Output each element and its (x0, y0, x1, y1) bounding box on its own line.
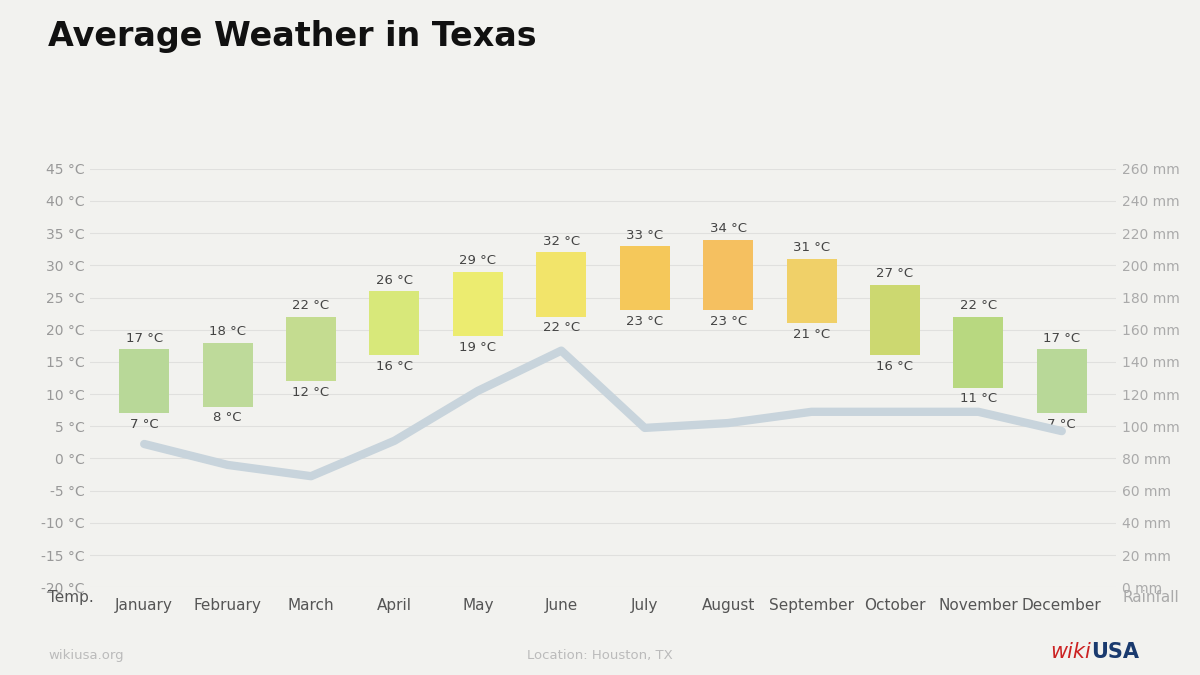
Text: 11 °C: 11 °C (960, 392, 997, 405)
Bar (619, 246, 670, 310)
Text: 32 °C: 32 °C (542, 235, 580, 248)
Text: 34 °C: 34 °C (709, 222, 746, 235)
Text: wikiusa.org: wikiusa.org (48, 649, 124, 662)
Text: wiki: wiki (1050, 641, 1091, 662)
Bar (953, 317, 1003, 387)
Text: USA: USA (1091, 641, 1139, 662)
Text: 7 °C: 7 °C (1048, 418, 1076, 431)
Bar (786, 259, 836, 323)
Text: Location: Houston, TX: Location: Houston, TX (527, 649, 673, 662)
Text: 12 °C: 12 °C (293, 385, 330, 399)
Text: 31 °C: 31 °C (793, 242, 830, 254)
Bar (286, 317, 336, 381)
Text: 33 °C: 33 °C (626, 229, 664, 242)
Text: 17 °C: 17 °C (126, 331, 163, 344)
Bar (370, 291, 420, 356)
Bar (1037, 349, 1087, 413)
Text: 22 °C: 22 °C (960, 299, 997, 313)
Text: 27 °C: 27 °C (876, 267, 913, 280)
Bar (203, 343, 253, 407)
Bar (536, 252, 587, 317)
Text: 21 °C: 21 °C (793, 328, 830, 341)
Text: 26 °C: 26 °C (376, 273, 413, 287)
Text: 7 °C: 7 °C (130, 418, 158, 431)
Text: 16 °C: 16 °C (876, 360, 913, 373)
Bar (870, 285, 920, 356)
Text: 16 °C: 16 °C (376, 360, 413, 373)
Text: Temp.: Temp. (48, 590, 94, 605)
Text: 18 °C: 18 °C (209, 325, 246, 338)
Text: 22 °C: 22 °C (293, 299, 330, 313)
Text: Rainfall: Rainfall (1122, 590, 1178, 605)
Text: 17 °C: 17 °C (1043, 331, 1080, 344)
Bar (119, 349, 169, 413)
Text: 23 °C: 23 °C (709, 315, 746, 328)
Text: 23 °C: 23 °C (626, 315, 664, 328)
Text: 29 °C: 29 °C (460, 254, 497, 267)
Bar (703, 240, 754, 310)
Bar (452, 272, 503, 336)
Text: 22 °C: 22 °C (542, 321, 580, 334)
Text: 19 °C: 19 °C (460, 341, 497, 354)
Text: Average Weather in Texas: Average Weather in Texas (48, 20, 536, 53)
Text: 8 °C: 8 °C (214, 412, 242, 425)
